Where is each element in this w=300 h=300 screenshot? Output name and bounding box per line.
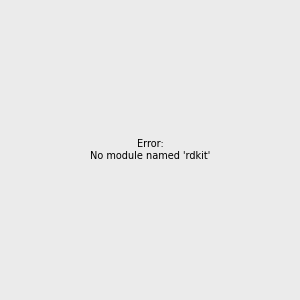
Text: Error:
No module named 'rdkit': Error: No module named 'rdkit' <box>90 139 210 161</box>
